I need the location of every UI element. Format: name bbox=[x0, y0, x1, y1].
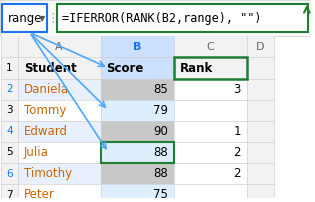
Polygon shape bbox=[57, 4, 308, 32]
Polygon shape bbox=[18, 57, 100, 79]
Polygon shape bbox=[0, 0, 311, 36]
Text: ▼: ▼ bbox=[39, 14, 46, 23]
Text: 90: 90 bbox=[153, 125, 168, 138]
Text: Daniela: Daniela bbox=[24, 83, 69, 96]
Polygon shape bbox=[100, 184, 174, 202]
Polygon shape bbox=[174, 79, 247, 100]
Polygon shape bbox=[100, 100, 174, 121]
Text: 88: 88 bbox=[153, 146, 168, 159]
Text: 6: 6 bbox=[6, 169, 13, 179]
Text: Timothy: Timothy bbox=[24, 167, 72, 180]
Text: 7: 7 bbox=[6, 190, 13, 200]
Text: 4: 4 bbox=[6, 126, 13, 136]
Text: 5: 5 bbox=[6, 147, 13, 158]
Text: A: A bbox=[55, 42, 63, 52]
Polygon shape bbox=[174, 100, 247, 121]
Polygon shape bbox=[18, 142, 100, 163]
Polygon shape bbox=[174, 121, 247, 142]
Text: 88: 88 bbox=[153, 167, 168, 180]
Text: 2: 2 bbox=[6, 84, 13, 94]
Text: 2: 2 bbox=[233, 167, 241, 180]
Polygon shape bbox=[100, 142, 174, 163]
Polygon shape bbox=[247, 184, 274, 202]
Text: Tommy: Tommy bbox=[24, 104, 66, 117]
Polygon shape bbox=[247, 142, 274, 163]
Polygon shape bbox=[1, 184, 18, 202]
Polygon shape bbox=[18, 79, 100, 100]
Text: Student: Student bbox=[24, 62, 77, 75]
Polygon shape bbox=[174, 163, 247, 184]
Polygon shape bbox=[1, 163, 18, 184]
Text: Edward: Edward bbox=[24, 125, 68, 138]
Polygon shape bbox=[174, 142, 247, 163]
Text: Score: Score bbox=[106, 62, 144, 75]
Polygon shape bbox=[2, 4, 47, 32]
Polygon shape bbox=[1, 79, 18, 100]
Text: ⋮: ⋮ bbox=[46, 12, 59, 25]
Text: Peter: Peter bbox=[24, 188, 54, 201]
Polygon shape bbox=[247, 57, 274, 79]
Polygon shape bbox=[18, 121, 100, 142]
Text: =IFERROR(RANK(B2,range), ""): =IFERROR(RANK(B2,range), "") bbox=[62, 12, 262, 25]
Polygon shape bbox=[18, 184, 100, 202]
Text: Rank: Rank bbox=[180, 62, 213, 75]
Polygon shape bbox=[1, 57, 18, 79]
Polygon shape bbox=[100, 79, 174, 100]
Polygon shape bbox=[1, 121, 18, 142]
Polygon shape bbox=[1, 142, 18, 163]
Polygon shape bbox=[100, 36, 174, 57]
Polygon shape bbox=[100, 121, 174, 142]
Polygon shape bbox=[100, 163, 174, 184]
Text: 79: 79 bbox=[153, 104, 168, 117]
Text: Julia: Julia bbox=[24, 146, 49, 159]
Text: range: range bbox=[8, 12, 42, 25]
Text: B: B bbox=[133, 42, 141, 52]
Text: 3: 3 bbox=[233, 83, 241, 96]
Polygon shape bbox=[174, 57, 247, 79]
Text: 1: 1 bbox=[233, 125, 241, 138]
Text: 1: 1 bbox=[6, 63, 13, 73]
Text: C: C bbox=[206, 42, 214, 52]
Polygon shape bbox=[1, 100, 18, 121]
Polygon shape bbox=[247, 79, 274, 100]
Text: 3: 3 bbox=[6, 105, 13, 115]
Text: D: D bbox=[256, 42, 265, 52]
Polygon shape bbox=[1, 36, 274, 57]
Polygon shape bbox=[247, 163, 274, 184]
Text: 75: 75 bbox=[153, 188, 168, 201]
Polygon shape bbox=[247, 100, 274, 121]
Polygon shape bbox=[174, 184, 247, 202]
Polygon shape bbox=[18, 100, 100, 121]
Polygon shape bbox=[247, 121, 274, 142]
Text: 85: 85 bbox=[153, 83, 168, 96]
Polygon shape bbox=[100, 57, 174, 79]
Polygon shape bbox=[18, 163, 100, 184]
Text: 2: 2 bbox=[233, 146, 241, 159]
